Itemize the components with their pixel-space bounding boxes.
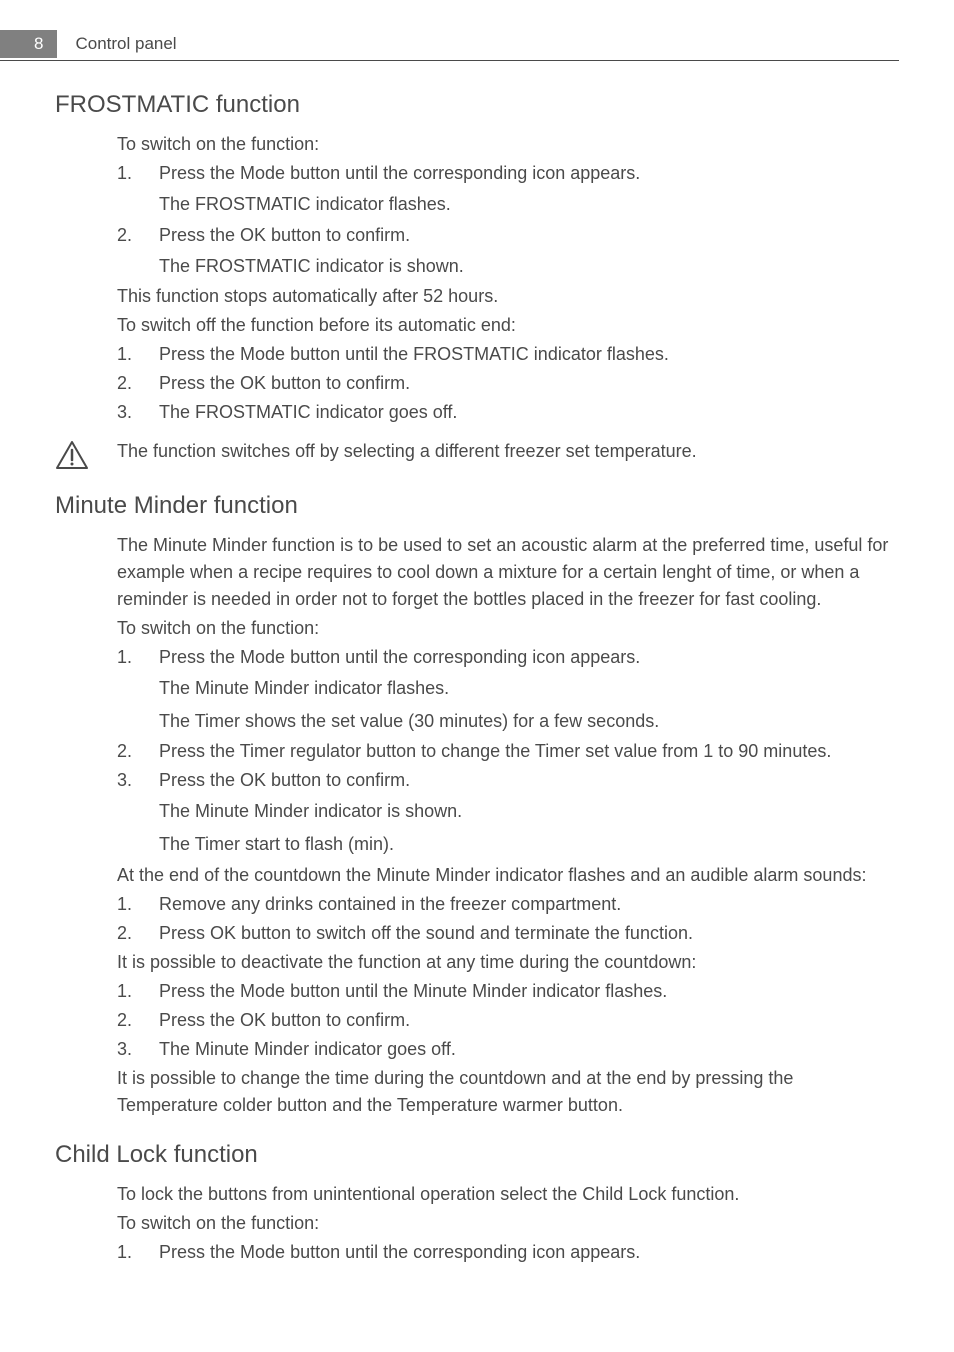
section-heading-child-lock: Child Lock function <box>55 1141 899 1169</box>
list-item: 3. Press the OK button to confirm. <box>117 767 899 794</box>
list-number: 3. <box>117 767 159 794</box>
frostmatic-intro: To switch on the function: <box>117 131 899 158</box>
list-number: 3. <box>117 399 159 426</box>
list-subtext: The FROSTMATIC indicator flashes. <box>159 189 899 220</box>
list-item: 1. Press the Mode button until the corre… <box>117 1239 899 1266</box>
header-title: Control panel <box>75 34 176 54</box>
frostmatic-list-off: 1. Press the Mode button until the FROST… <box>117 341 899 426</box>
list-text: Press the OK button to confirm. <box>159 1007 899 1034</box>
minute-minder-block: The Minute Minder function is to be used… <box>117 532 899 1118</box>
warning-text: The function switches off by selecting a… <box>117 438 697 465</box>
list-item: 1. Press the Mode button until the FROST… <box>117 341 899 368</box>
list-item: 2. Press the OK button to confirm. <box>117 222 899 249</box>
child-lock-switch-on: To switch on the function: <box>117 1210 899 1237</box>
frostmatic-mid2: To switch off the function before its au… <box>117 312 899 339</box>
list-text: Press OK button to switch off the sound … <box>159 920 899 947</box>
list-number: 2. <box>117 738 159 765</box>
minute-minder-switch-on: To switch on the function: <box>117 615 899 642</box>
frostmatic-list-on: 1. Press the Mode button until the corre… <box>117 160 899 281</box>
section-heading-minute-minder: Minute Minder function <box>55 492 899 520</box>
content-area: FROSTMATIC function To switch on the fun… <box>0 61 954 1308</box>
list-text: The Minute Minder indicator goes off. <box>159 1036 899 1063</box>
list-item: 3. The FROSTMATIC indicator goes off. <box>117 399 899 426</box>
child-lock-list: 1. Press the Mode button until the corre… <box>117 1239 899 1266</box>
child-lock-block: To lock the buttons from unintentional o… <box>117 1181 899 1266</box>
list-number: 1. <box>117 978 159 1005</box>
frostmatic-mid1: This function stops automatically after … <box>117 283 899 310</box>
warning-icon <box>55 440 89 470</box>
list-number: 1. <box>117 891 159 918</box>
list-text: Press the OK button to confirm. <box>159 222 899 249</box>
list-text: Press the Mode button until the correspo… <box>159 1239 899 1266</box>
list-number: 3. <box>117 1036 159 1063</box>
list-item: 1. Press the Mode button until the corre… <box>117 644 899 671</box>
list-subtext: The Minute Minder indicator is shown. <box>159 796 899 827</box>
list-number: 1. <box>117 1239 159 1266</box>
section-heading-frostmatic: FROSTMATIC function <box>55 91 899 119</box>
list-text: Press the Mode button until the correspo… <box>159 160 899 187</box>
list-item: 1. Remove any drinks contained in the fr… <box>117 891 899 918</box>
child-lock-intro: To lock the buttons from unintentional o… <box>117 1181 899 1208</box>
list-text: Press the OK button to confirm. <box>159 767 899 794</box>
page-number: 8 <box>0 30 57 58</box>
list-item: 1. Press the Mode button until the Minut… <box>117 978 899 1005</box>
list-text: The FROSTMATIC indicator goes off. <box>159 399 899 426</box>
list-item: 2. Press the OK button to confirm. <box>117 370 899 397</box>
list-item: 2. Press the Timer regulator button to c… <box>117 738 899 765</box>
list-number: 2. <box>117 920 159 947</box>
list-number: 2. <box>117 370 159 397</box>
minute-minder-list-on: 1. Press the Mode button until the corre… <box>117 644 899 859</box>
minute-minder-list-deactivate: 1. Press the Mode button until the Minut… <box>117 978 899 1063</box>
list-subtext: The Timer start to flash (min). <box>159 829 899 860</box>
list-text: Press the Mode button until the correspo… <box>159 644 899 671</box>
minute-minder-outro: It is possible to change the time during… <box>117 1065 899 1119</box>
list-number: 1. <box>117 341 159 368</box>
list-subtext: The Minute Minder indicator flashes. <box>159 673 899 704</box>
frostmatic-block: To switch on the function: 1. Press the … <box>117 131 899 426</box>
list-item: 2. Press OK button to switch off the sou… <box>117 920 899 947</box>
list-text: Press the Timer regulator button to chan… <box>159 738 899 765</box>
list-item: 2. Press the OK button to confirm. <box>117 1007 899 1034</box>
list-text: Press the Mode button until the FROSTMAT… <box>159 341 899 368</box>
list-number: 1. <box>117 644 159 671</box>
list-subtext: The FROSTMATIC indicator is shown. <box>159 251 899 282</box>
list-text: Press the Mode button until the Minute M… <box>159 978 899 1005</box>
minute-minder-mid2: It is possible to deactivate the functio… <box>117 949 899 976</box>
minute-minder-list-end: 1. Remove any drinks contained in the fr… <box>117 891 899 947</box>
list-number: 2. <box>117 222 159 249</box>
list-subtext: The Timer shows the set value (30 minute… <box>159 706 899 737</box>
minute-minder-mid1: At the end of the countdown the Minute M… <box>117 862 899 889</box>
list-item: 3. The Minute Minder indicator goes off. <box>117 1036 899 1063</box>
header-bar: 8 Control panel <box>0 30 899 61</box>
warning-row: The function switches off by selecting a… <box>55 438 899 470</box>
list-number: 1. <box>117 160 159 187</box>
list-text: Remove any drinks contained in the freez… <box>159 891 899 918</box>
list-number: 2. <box>117 1007 159 1034</box>
minute-minder-intro: The Minute Minder function is to be used… <box>117 532 899 613</box>
list-text: Press the OK button to confirm. <box>159 370 899 397</box>
list-item: 1. Press the Mode button until the corre… <box>117 160 899 187</box>
